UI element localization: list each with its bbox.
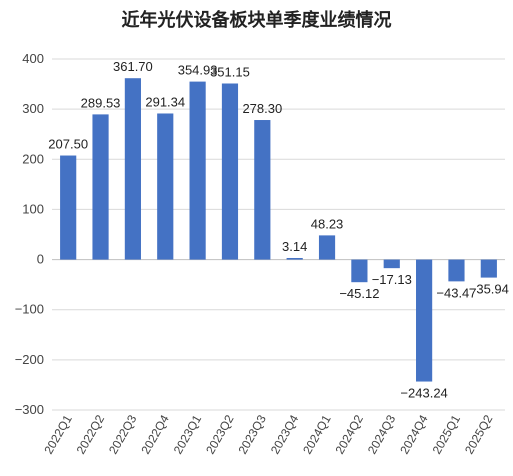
y-axis-ticks: −300 −200 −100 0 100 200 300 400	[15, 51, 44, 417]
bars	[60, 78, 497, 382]
x-tick-label: 2022Q4	[138, 412, 172, 456]
data-label-2022Q3: 361.70	[113, 59, 153, 74]
bar-2024Q3	[383, 259, 400, 269]
x-tick-label: 2023Q4	[268, 412, 302, 456]
data-label-2024Q1: 48.23	[311, 216, 344, 231]
bar-2023Q3	[254, 120, 271, 260]
bar-2023Q4	[286, 257, 303, 260]
x-tick-label: 2025Q2	[462, 412, 496, 456]
y-tick-label: −100	[15, 302, 44, 317]
data-label-2022Q1: 207.50	[48, 137, 88, 152]
x-tick-label: 2024Q4	[397, 412, 431, 456]
bar-2023Q1	[189, 81, 206, 260]
data-label-2023Q2: 351.15	[210, 64, 250, 79]
bar-2024Q1	[318, 235, 336, 260]
x-tick-label: 2025Q1	[430, 412, 464, 456]
data-label-2024Q4: −243.24	[400, 386, 447, 401]
y-tick-label: 400	[22, 51, 44, 66]
x-tick-label: 2022Q2	[74, 412, 108, 456]
data-label-2022Q4: 291.34	[145, 94, 185, 109]
x-tick-label: 2024Q2	[333, 412, 367, 456]
x-axis-ticks: 2022Q12022Q22022Q32022Q42023Q12023Q22023…	[41, 412, 495, 456]
y-tick-label: 300	[22, 101, 44, 116]
chart-title: 近年光伏设备板块单季度业绩情况	[121, 10, 392, 31]
y-tick-label: −200	[15, 352, 44, 367]
bar-2022Q4	[157, 113, 174, 260]
x-tick-label: 2023Q1	[171, 412, 205, 456]
bar-2022Q3	[124, 78, 141, 260]
x-tick-label: 2024Q3	[365, 412, 399, 456]
data-label-2023Q4: 3.14	[282, 239, 307, 254]
y-tick-label: −300	[15, 402, 44, 417]
bar-2025Q2	[480, 259, 497, 278]
x-tick-label: 2023Q3	[235, 412, 269, 456]
y-tick-label: 200	[22, 151, 44, 166]
bar-2022Q1	[60, 155, 77, 260]
data-label-2022Q2: 289.53	[81, 95, 121, 110]
bar-2025Q1	[448, 259, 465, 282]
bar-2024Q4	[416, 259, 433, 382]
x-tick-label: 2023Q2	[203, 412, 237, 456]
x-tick-label: 2022Q1	[41, 412, 75, 456]
y-tick-label: 100	[22, 201, 44, 216]
bar-2024Q2	[351, 259, 368, 283]
data-label-2024Q3: −17.13	[372, 272, 412, 287]
data-label-2024Q2: −45.12	[339, 286, 379, 301]
x-tick-label: 2024Q1	[300, 412, 334, 456]
data-label-2023Q3: 278.30	[242, 101, 282, 116]
bar-2022Q2	[92, 114, 109, 260]
data-label-2023Q1: 354.93	[178, 63, 218, 78]
data-label-2025Q2: −35.94	[469, 282, 509, 297]
y-tick-label: 0	[37, 252, 44, 267]
x-tick-label: 2022Q3	[106, 412, 140, 456]
bar-2023Q2	[221, 83, 239, 260]
data-label-2025Q1: −43.47	[436, 285, 476, 300]
